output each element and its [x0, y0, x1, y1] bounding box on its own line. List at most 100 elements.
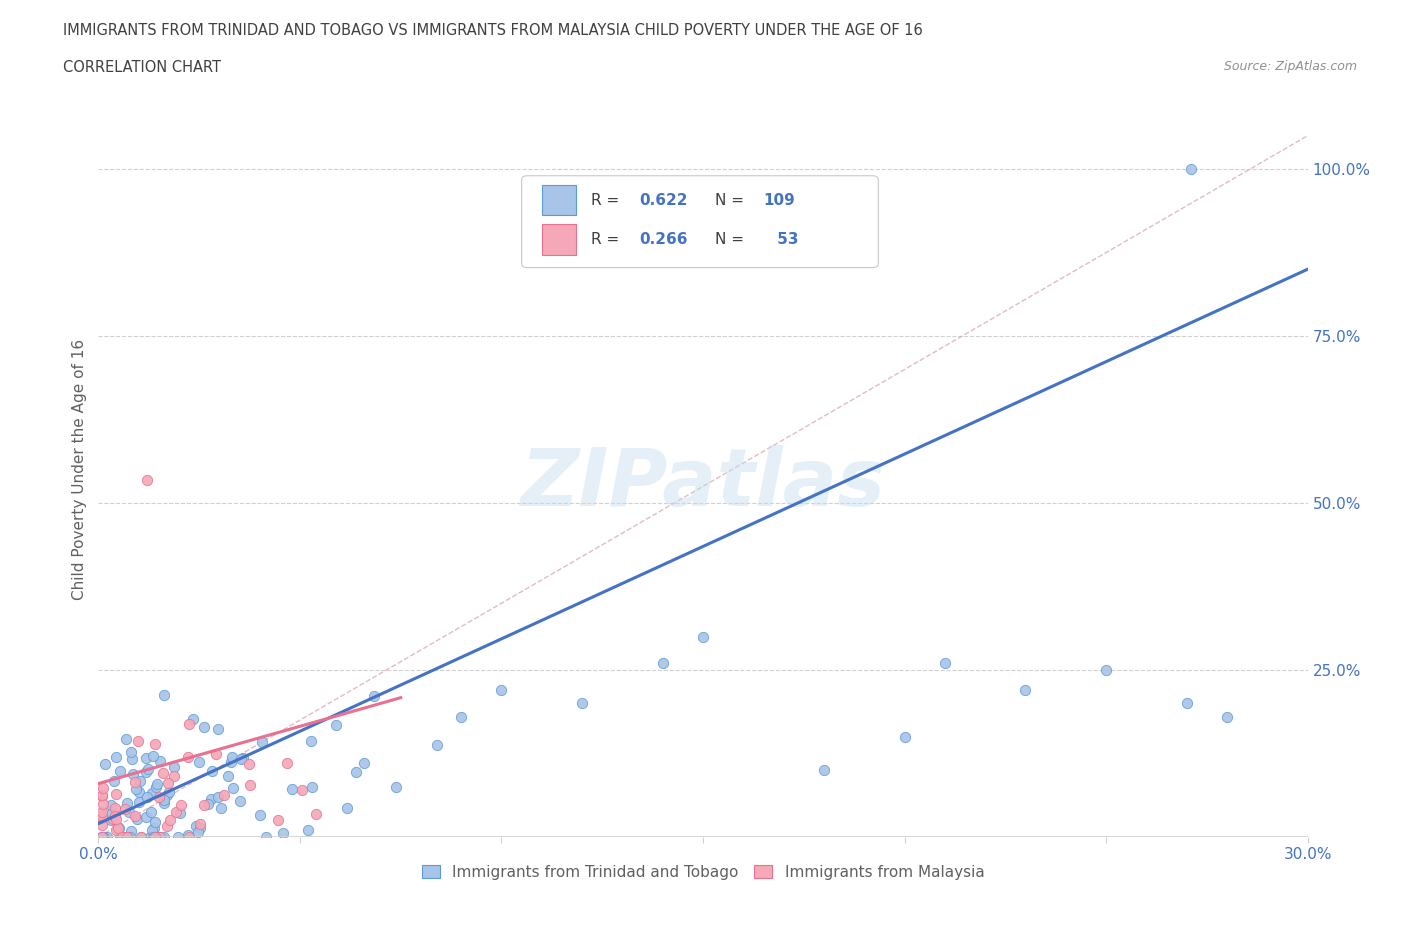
Point	[146, 777, 169, 791]
Text: ZIPatlas: ZIPatlas	[520, 445, 886, 524]
Point	[651, 656, 673, 671]
Point	[104, 809, 127, 824]
Point	[149, 830, 172, 844]
Point	[115, 830, 138, 844]
Point	[491, 683, 513, 698]
Point	[108, 764, 131, 778]
Point	[93, 830, 115, 844]
Point	[91, 789, 114, 804]
Point	[201, 764, 224, 778]
Point	[813, 763, 835, 777]
Point	[281, 782, 304, 797]
Point	[127, 734, 149, 749]
Point	[136, 762, 159, 777]
Point	[200, 791, 222, 806]
Point	[1180, 162, 1202, 177]
Point	[426, 737, 449, 752]
Point	[297, 823, 319, 838]
Point	[221, 750, 243, 764]
Point	[142, 830, 165, 844]
Point	[163, 759, 186, 774]
Point	[571, 696, 593, 711]
Point	[131, 830, 153, 844]
Point	[141, 823, 163, 838]
Point	[325, 718, 347, 733]
Point	[232, 751, 254, 765]
Text: 0.622: 0.622	[638, 193, 688, 207]
Point	[157, 776, 180, 790]
Text: R =: R =	[591, 193, 624, 207]
Point	[167, 830, 190, 844]
Text: R =: R =	[591, 232, 624, 247]
Point	[188, 817, 211, 831]
Point	[91, 830, 114, 844]
Point	[114, 802, 136, 817]
Point	[205, 747, 228, 762]
Point	[136, 790, 159, 804]
Point	[291, 783, 314, 798]
Point	[148, 790, 170, 804]
Point	[1216, 710, 1239, 724]
Point	[363, 688, 385, 703]
Point	[239, 777, 262, 792]
Point	[149, 830, 172, 844]
Point	[179, 830, 201, 844]
Point	[104, 823, 127, 838]
Point	[934, 656, 956, 671]
Point	[143, 830, 166, 844]
Point	[142, 830, 165, 844]
Text: CORRELATION CHART: CORRELATION CHART	[63, 60, 221, 75]
Point	[336, 801, 359, 816]
Point	[138, 830, 160, 844]
Point	[125, 782, 148, 797]
Point	[142, 749, 165, 764]
Point	[139, 804, 162, 819]
Point	[91, 830, 114, 844]
Point	[153, 792, 176, 807]
Point	[163, 768, 186, 783]
Point	[250, 735, 273, 750]
Point	[301, 779, 323, 794]
Point	[228, 793, 250, 808]
Point	[186, 818, 208, 833]
Point	[249, 807, 271, 822]
FancyBboxPatch shape	[543, 184, 576, 216]
Point	[193, 798, 215, 813]
Point	[103, 774, 125, 789]
Point	[111, 830, 134, 844]
Point	[135, 751, 157, 765]
Point	[207, 722, 229, 737]
Point	[299, 734, 322, 749]
Point	[105, 812, 128, 827]
Y-axis label: Child Poverty Under the Age of 16: Child Poverty Under the Age of 16	[72, 339, 87, 600]
Point	[231, 751, 253, 766]
Point	[120, 744, 142, 759]
Point	[122, 766, 145, 781]
Point	[94, 830, 117, 844]
Point	[115, 795, 138, 810]
Point	[153, 830, 176, 844]
Point	[187, 825, 209, 840]
Point	[125, 812, 148, 827]
Point	[1175, 696, 1198, 711]
Point	[135, 810, 157, 825]
Point	[148, 830, 170, 844]
Point	[135, 472, 157, 487]
Point	[254, 830, 277, 844]
Point	[211, 800, 233, 815]
Point	[152, 765, 174, 780]
Point	[91, 788, 114, 803]
Point	[128, 794, 150, 809]
Point	[121, 751, 143, 766]
Point	[96, 830, 118, 844]
Point	[104, 801, 127, 816]
Point	[450, 710, 472, 724]
Point	[170, 798, 193, 813]
Text: 109: 109	[763, 193, 796, 207]
Legend: Immigrants from Trinidad and Tobago, Immigrants from Malaysia: Immigrants from Trinidad and Tobago, Imm…	[418, 860, 988, 884]
Point	[153, 795, 176, 810]
Point	[100, 797, 122, 812]
Point	[143, 821, 166, 836]
Point	[188, 821, 211, 836]
Point	[267, 813, 290, 828]
